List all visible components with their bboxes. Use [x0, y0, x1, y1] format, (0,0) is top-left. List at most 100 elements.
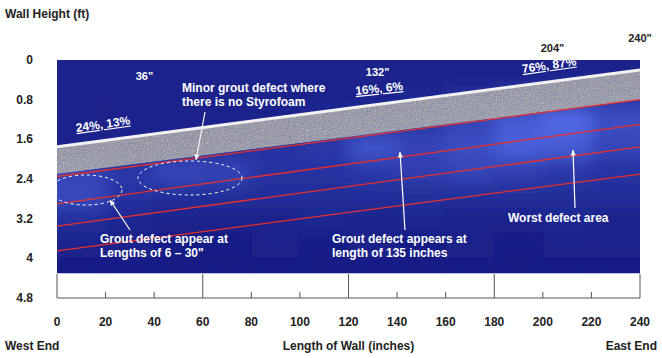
y-tick-label: 2.4	[16, 172, 33, 186]
x-tick-label: 60	[196, 315, 210, 329]
section-label: 132"	[366, 66, 390, 78]
cell	[397, 134, 446, 159]
red-line	[57, 100, 640, 177]
cells	[57, 60, 640, 273]
cell	[349, 134, 398, 159]
x-tick-label: 80	[245, 315, 259, 329]
x-tick	[154, 292, 155, 298]
x-tick	[57, 274, 58, 298]
arrow-head	[110, 200, 115, 206]
x-tick	[105, 292, 106, 298]
x-tick-label: 240	[630, 315, 650, 329]
cell	[57, 209, 106, 234]
cell	[154, 258, 203, 273]
chart: 02040608010012014016018020022024000.81.6…	[0, 0, 662, 358]
x-tick	[494, 274, 495, 298]
cell	[106, 258, 155, 273]
cell	[543, 110, 592, 135]
x-tick	[591, 292, 592, 298]
cell	[446, 60, 495, 85]
arrow-head	[398, 152, 403, 158]
y-axis-title: Wall Height (ft)	[5, 7, 89, 21]
cell	[543, 234, 592, 259]
arrow-head	[194, 154, 199, 160]
cell	[494, 258, 543, 273]
x-tick	[202, 274, 203, 298]
x-tick	[542, 292, 543, 298]
x-tick-label: 100	[290, 315, 310, 329]
arrow	[110, 200, 130, 230]
red-line	[57, 174, 640, 251]
y-tick-label: 4	[26, 251, 33, 265]
cell	[591, 134, 640, 159]
cell	[494, 234, 543, 259]
section-detail: 76%, 87%	[521, 54, 577, 76]
cell	[446, 209, 495, 234]
arrow	[400, 152, 405, 230]
cell	[591, 159, 640, 184]
y-tick-label: 0.8	[16, 93, 33, 107]
section-detail: 16%, 6%	[355, 79, 405, 98]
arrow-head	[571, 150, 576, 155]
cell	[543, 258, 592, 273]
cell	[446, 258, 495, 273]
x-tick	[397, 292, 398, 298]
cell	[349, 184, 398, 209]
section-label: 240"	[628, 32, 652, 44]
x-tick-label: 220	[581, 315, 601, 329]
annotation: Grout defect appear atLengths of 6 – 30"	[100, 232, 228, 260]
cell	[300, 258, 349, 273]
cell	[203, 258, 252, 273]
cell	[446, 134, 495, 159]
cell	[300, 209, 349, 234]
defect-outline	[138, 161, 242, 195]
x-tick-label: 140	[387, 315, 407, 329]
cell	[397, 159, 446, 184]
cell	[106, 85, 155, 110]
annotation: Grout defect appears atlength of 135 inc…	[332, 232, 467, 260]
cell	[591, 234, 640, 259]
plot-area	[57, 60, 640, 273]
x-tick-label: 200	[533, 315, 553, 329]
cell	[57, 60, 106, 85]
arrow	[573, 150, 575, 208]
x-tick-label: 20	[99, 315, 113, 329]
section-detail: 24%, 13%	[75, 113, 131, 135]
cell	[251, 234, 300, 259]
cell	[591, 184, 640, 209]
annotation: Worst defect area	[508, 211, 609, 225]
end-label: East End	[606, 339, 657, 353]
x-tick-label: 160	[436, 315, 456, 329]
x-tick	[299, 292, 300, 298]
x-tick	[348, 274, 349, 298]
cell	[397, 60, 446, 85]
x-axis-title: Length of Wall (inches)	[283, 339, 415, 353]
x-tick-label: 180	[484, 315, 504, 329]
cell	[300, 159, 349, 184]
annotation: Minor grout defect wherethere is no Styr…	[182, 81, 326, 109]
cell	[57, 258, 106, 273]
defect-outline	[57, 175, 122, 205]
end-label: West End	[5, 339, 59, 353]
red-line	[57, 147, 640, 226]
cell	[591, 258, 640, 273]
x-tick	[445, 292, 446, 298]
y-tick-label: 4.8	[16, 291, 33, 305]
x-tick	[251, 292, 252, 298]
arrow	[196, 112, 205, 160]
scan-ground	[57, 60, 640, 273]
cell	[446, 159, 495, 184]
cell	[57, 85, 106, 110]
section-label: 204"	[541, 42, 565, 54]
band-edge	[57, 70, 640, 147]
x-tick-label: 0	[54, 315, 61, 329]
cell	[543, 159, 592, 184]
cell	[349, 209, 398, 234]
cell	[349, 258, 398, 273]
cell	[203, 209, 252, 234]
x-tick-label: 120	[338, 315, 358, 329]
cell	[251, 258, 300, 273]
cell	[397, 258, 446, 273]
x-tick	[640, 274, 641, 298]
cell	[543, 134, 592, 159]
